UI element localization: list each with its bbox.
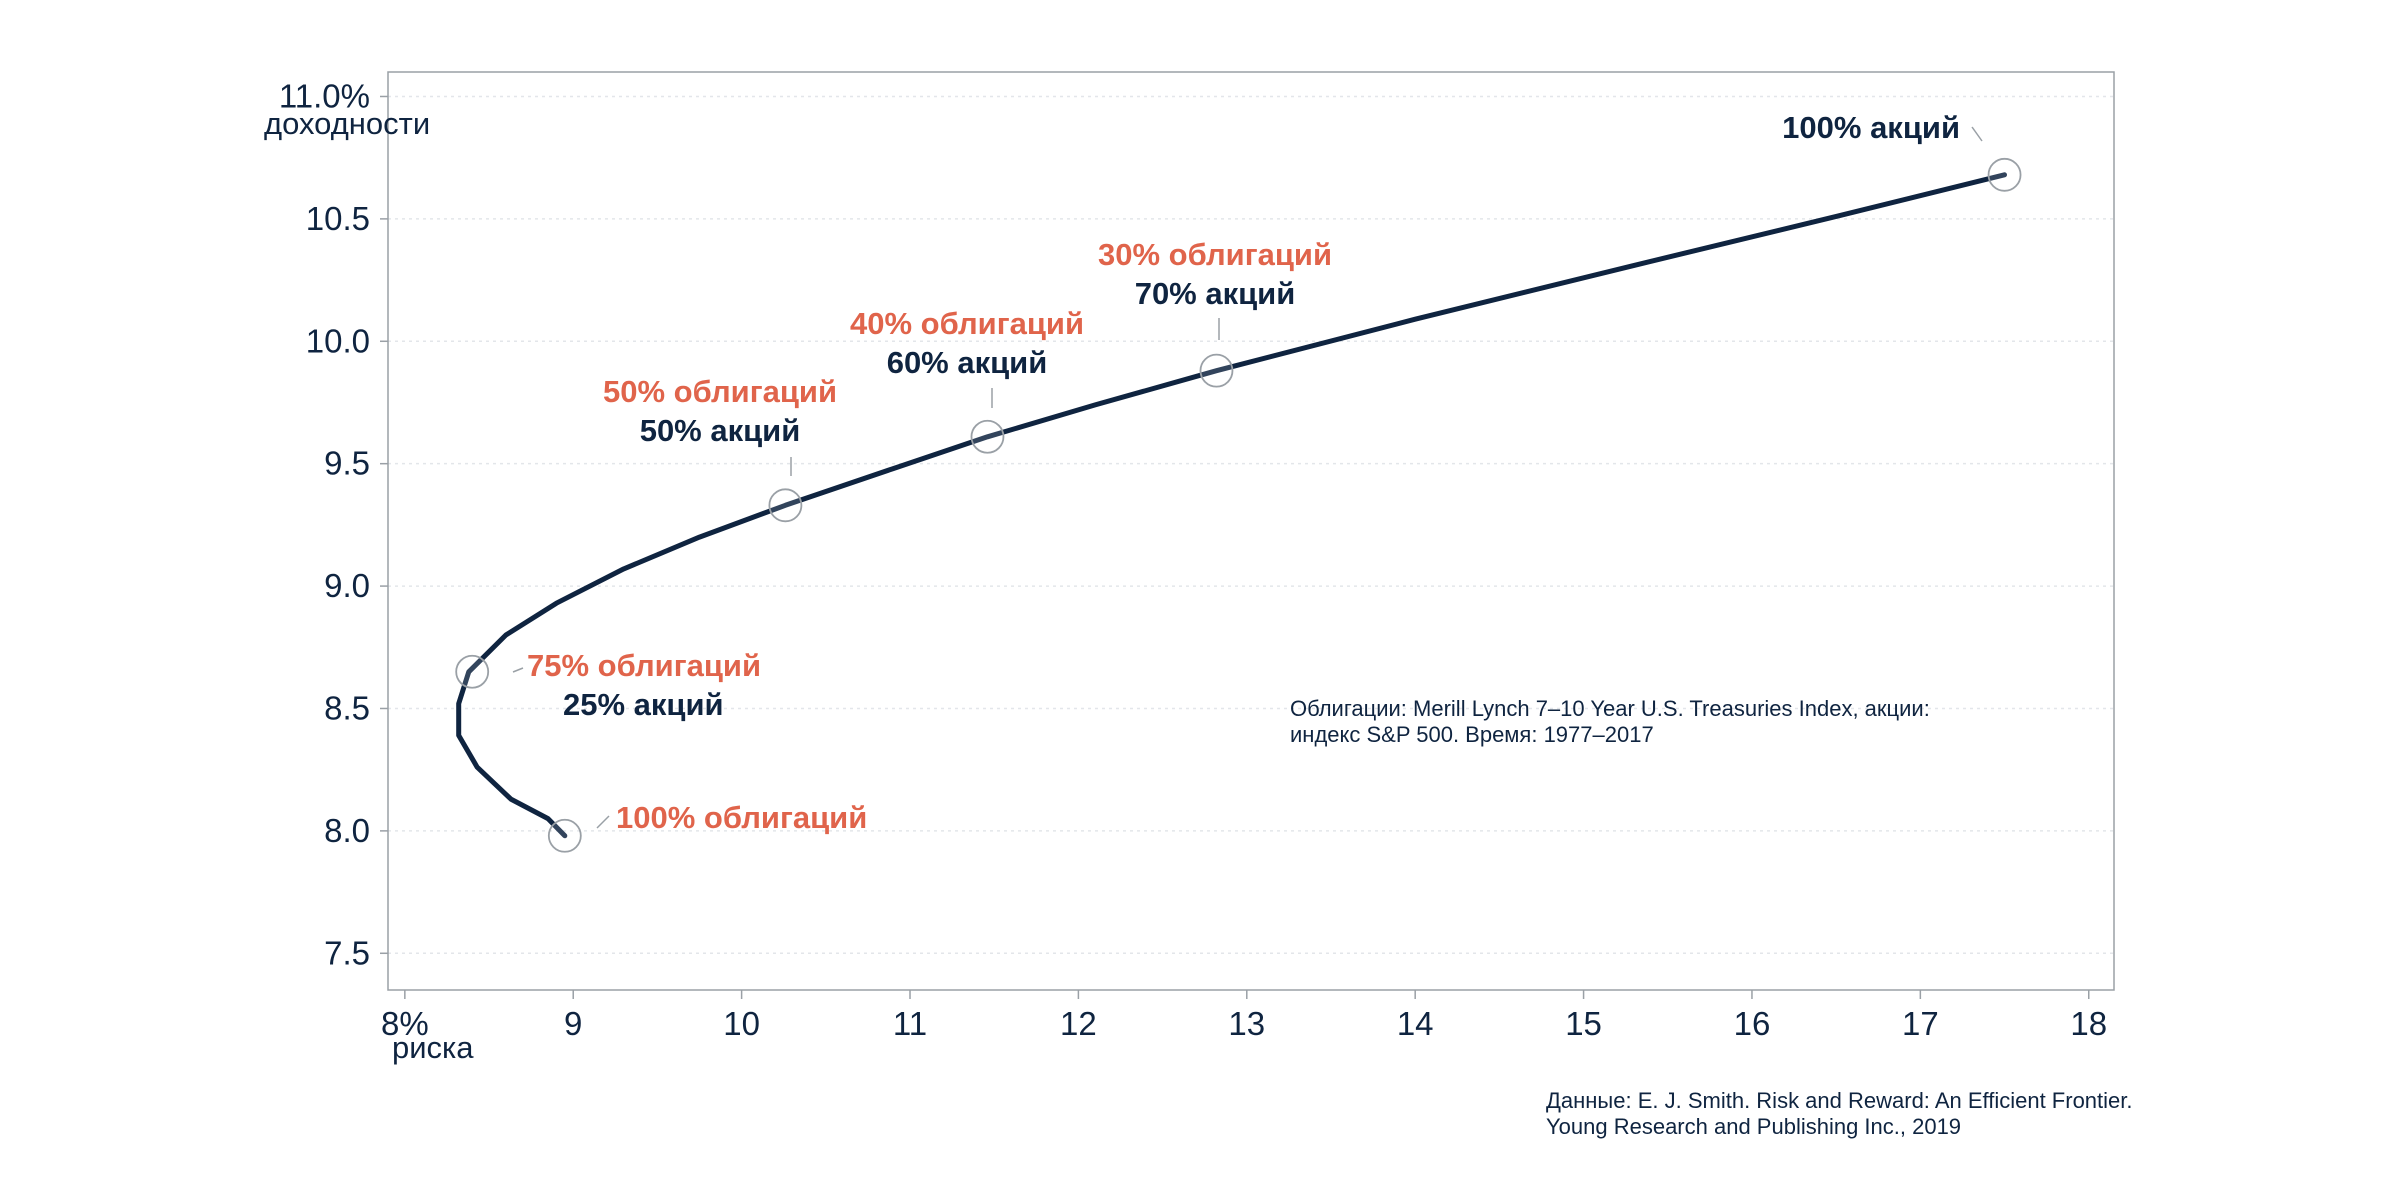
stocks-label: 70% акций [1135, 276, 1296, 311]
y-tick-label: 10.0 [306, 322, 370, 359]
label-100-stocks: 100% акций [1782, 110, 1960, 145]
source-line-2: Young Research and Publishing Inc., 2019 [1546, 1114, 1961, 1139]
leader-line [596, 815, 610, 829]
plot-frame [387, 71, 2115, 991]
y-tick-label: 9.5 [324, 445, 370, 482]
bonds-label: 100% облигаций [616, 800, 867, 835]
leader-lines [512, 126, 1983, 829]
x-axis-unit-label: риска [392, 1030, 474, 1065]
leader-line [512, 667, 524, 673]
bonds-label: 50% облигаций [603, 374, 837, 409]
bonds-label: 40% облигаций [850, 306, 1084, 341]
highlighted-points [455, 157, 2022, 853]
stocks-label: 25% акций [563, 687, 724, 722]
highlight-point-marker [970, 419, 1005, 454]
y-tick-label: 11.0% [279, 77, 370, 114]
bonds-label: 75% облигаций [527, 648, 761, 683]
y-tick-label: 9.0 [324, 567, 370, 604]
axis-ticks: 7.5 8.0 8.5 9.0 9.5 10.0 10.5 11.0% 8% 9 10 11 12 13 1… [279, 77, 2107, 1042]
x-tick-label: 18 [2070, 1005, 2107, 1042]
label-50-bonds: 50% облигаций 50% акций [603, 374, 837, 448]
label-30-bonds: 30% облигаций 70% акций [1098, 237, 1332, 311]
x-tick-label: 11 [893, 1005, 927, 1042]
highlight-point-marker [455, 654, 490, 689]
stocks-label: 100% акций [1782, 110, 1960, 145]
y-axis-unit-label: доходности [264, 106, 430, 141]
series-line [456, 172, 2007, 839]
highlight-point-marker [768, 488, 803, 523]
source-line-1: Данные: E. J. Smith. Risk and Reward: An… [1546, 1088, 2133, 1113]
bonds-label: 30% облигаций [1098, 237, 1332, 272]
x-tick-label: 14 [1397, 1005, 1434, 1042]
label-100-bonds: 100% облигаций [616, 800, 867, 835]
series-layer [456, 172, 2007, 839]
x-tick-label: 10 [723, 1005, 760, 1042]
stocks-label: 50% акций [640, 413, 801, 448]
x-tick-label: 13 [1228, 1005, 1265, 1042]
highlight-point-marker [1199, 353, 1234, 388]
leader-line [1971, 126, 1983, 142]
grid-layer [388, 95, 2114, 955]
label-40-bonds: 40% облигаций 60% акций [850, 306, 1084, 380]
x-tick-label: 9 [564, 1005, 582, 1042]
y-tick-label: 8.0 [324, 812, 370, 849]
stocks-label: 60% акций [887, 345, 1048, 380]
data-note-line-2: индекс S&P 500. Время: 1977–2017 [1290, 722, 1654, 747]
label-75-bonds: 75% облигаций 25% акций [527, 648, 761, 722]
y-tick-label: 10.5 [306, 200, 370, 237]
x-tick-label: 15 [1565, 1005, 1602, 1042]
x-tick-label: 16 [1734, 1005, 1771, 1042]
data-note-line-1: Облигации: Merill Lynch 7–10 Year U.S. T… [1290, 696, 1930, 721]
x-tick-label: 8% [381, 1005, 429, 1042]
highlight-point-marker [1987, 157, 2022, 192]
x-tick-label: 12 [1060, 1005, 1097, 1042]
highlight-point-marker [547, 818, 582, 853]
x-tick-label: 17 [1902, 1005, 1939, 1042]
y-tick-label: 8.5 [324, 689, 370, 726]
y-tick-label: 7.5 [324, 934, 370, 971]
